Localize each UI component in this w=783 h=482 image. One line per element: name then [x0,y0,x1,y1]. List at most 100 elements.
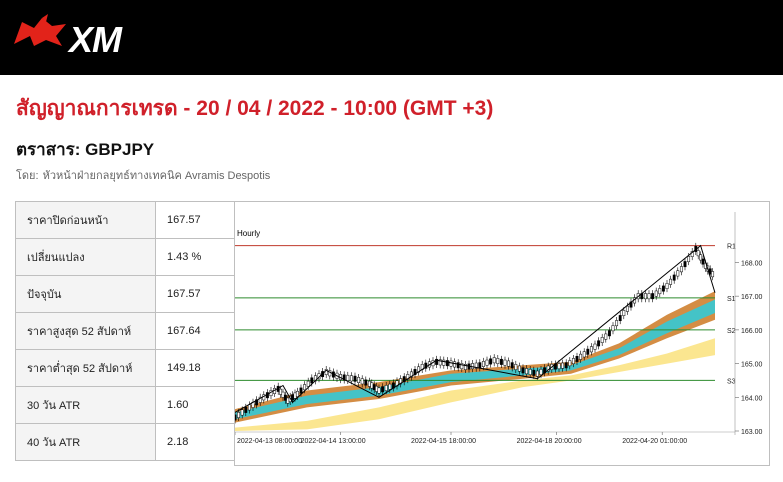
candle-body [564,362,568,369]
zigzag-line [235,244,716,413]
xm-logo[interactable]: XM [12,14,132,58]
candle-body [279,388,283,395]
candle-body [539,369,543,375]
candle-body [258,396,262,403]
candle-body [240,409,244,416]
candle-body [388,383,392,390]
candle-body [456,362,460,369]
timeframe-label: Hourly [237,229,260,238]
candle-body [463,364,467,370]
candle-body [669,278,673,285]
candle-body [299,387,303,394]
candle-body [589,346,593,353]
candle-body [481,361,485,367]
page-title: สัญญาณการเทรด - 20 / 04 / 2022 - 10:00 (… [16,97,494,120]
band-brown [235,291,715,423]
candle-body [367,380,371,387]
stat-label: ราคาสูงสุด 52 สัปดาห์ [15,312,156,350]
x-tick-label: 2022-04-20 01:00:00 [622,438,687,445]
candle-body [293,392,297,399]
chart-axes: 168.00 167.00 166.00 165.00 164.00 163.00 2022… [235,212,763,445]
candle-body [514,364,518,370]
candle-body [571,358,575,364]
candle-body [445,360,449,367]
candle-body [291,394,295,401]
price-chart[interactable]: R1 S1 S2 S3 168.00 167.00 166.00 165.00 164.00 1… [234,201,770,466]
candle-body [625,305,629,312]
candle-body [237,412,241,418]
candle-body [453,361,457,368]
candle-body [568,360,572,367]
candle-body [489,358,493,365]
x-tick-label: 2022-04-14 13:00:00 [301,438,366,445]
level-label-r1: R1 [727,244,736,251]
candle-body [597,340,601,347]
candle-body [247,404,251,411]
candle-body [528,369,532,375]
stat-value: 149.18 [155,349,236,387]
candle-body [672,274,676,281]
candle-body [235,414,237,421]
logo-text: XM [69,19,122,60]
stat-label: 30 วัน ATR [15,386,156,424]
table-row: ราคาสูงสุด 52 สัปดาห์ 167.64 [15,312,236,350]
candle-body [499,358,503,365]
candle-body [286,397,290,404]
candle-body [561,362,565,369]
candle-body [409,371,413,378]
candle-body [517,365,521,372]
candle-body [349,375,353,382]
instrument-heading: ตราสาร: GBPJPY [16,140,155,159]
candle-body [381,386,385,393]
candle-body [406,374,410,381]
indicator-bands [235,291,715,431]
candle-body [360,378,364,385]
y-tick-label: 164.00 [741,395,763,402]
table-row: ราคาต่ำสุด 52 สัปดาห์ 149.18 [15,349,236,387]
candle-body [435,358,439,365]
candle-body [586,348,590,355]
candle-body [521,367,525,374]
candle-body [651,293,655,300]
candle-body [303,384,307,391]
table-row: 40 วัน ATR 2.18 [15,423,236,461]
candle-body [478,362,482,369]
candle-body [442,359,446,366]
candle-body [611,325,615,332]
candle-body [357,377,361,383]
table-row: ปัจจุบัน 167.57 [15,275,236,313]
stat-label: ราคาต่ำสุด 52 สัปดาห์ [15,349,156,387]
candle-body [557,363,561,370]
candle-body [449,360,453,367]
candle-body [353,375,357,382]
candle-body [643,293,647,300]
candle-body [582,351,586,358]
candle-body [384,385,388,391]
y-tick-label: 168.00 [741,260,763,267]
candle-body [342,374,346,381]
candle-body [687,256,691,263]
candle-body [364,379,368,386]
candle-body [661,285,665,292]
candle-body [372,384,376,391]
level-label-s1: S1 [727,296,736,303]
candle-body [424,362,428,369]
stat-value: 2.18 [155,423,236,461]
stat-label: 40 วัน ATR [15,423,156,461]
candle-body [535,370,539,377]
candle-body [295,390,299,397]
candle-body [696,250,700,257]
candle-body [460,363,464,370]
candle-body [281,391,285,398]
candle-body [255,399,259,406]
support-resistance-levels: R1 S1 S2 S3 [235,244,736,385]
x-tick-label: 2022-04-15 18:00:00 [411,438,476,445]
zigzag-polyline [235,244,716,413]
candle-body [370,382,374,389]
candle-body [579,353,583,360]
candle-body [503,359,507,366]
candle-body [492,357,496,364]
table-row: 30 วัน ATR 1.60 [15,386,236,424]
y-tick-label: 163.00 [741,429,763,436]
